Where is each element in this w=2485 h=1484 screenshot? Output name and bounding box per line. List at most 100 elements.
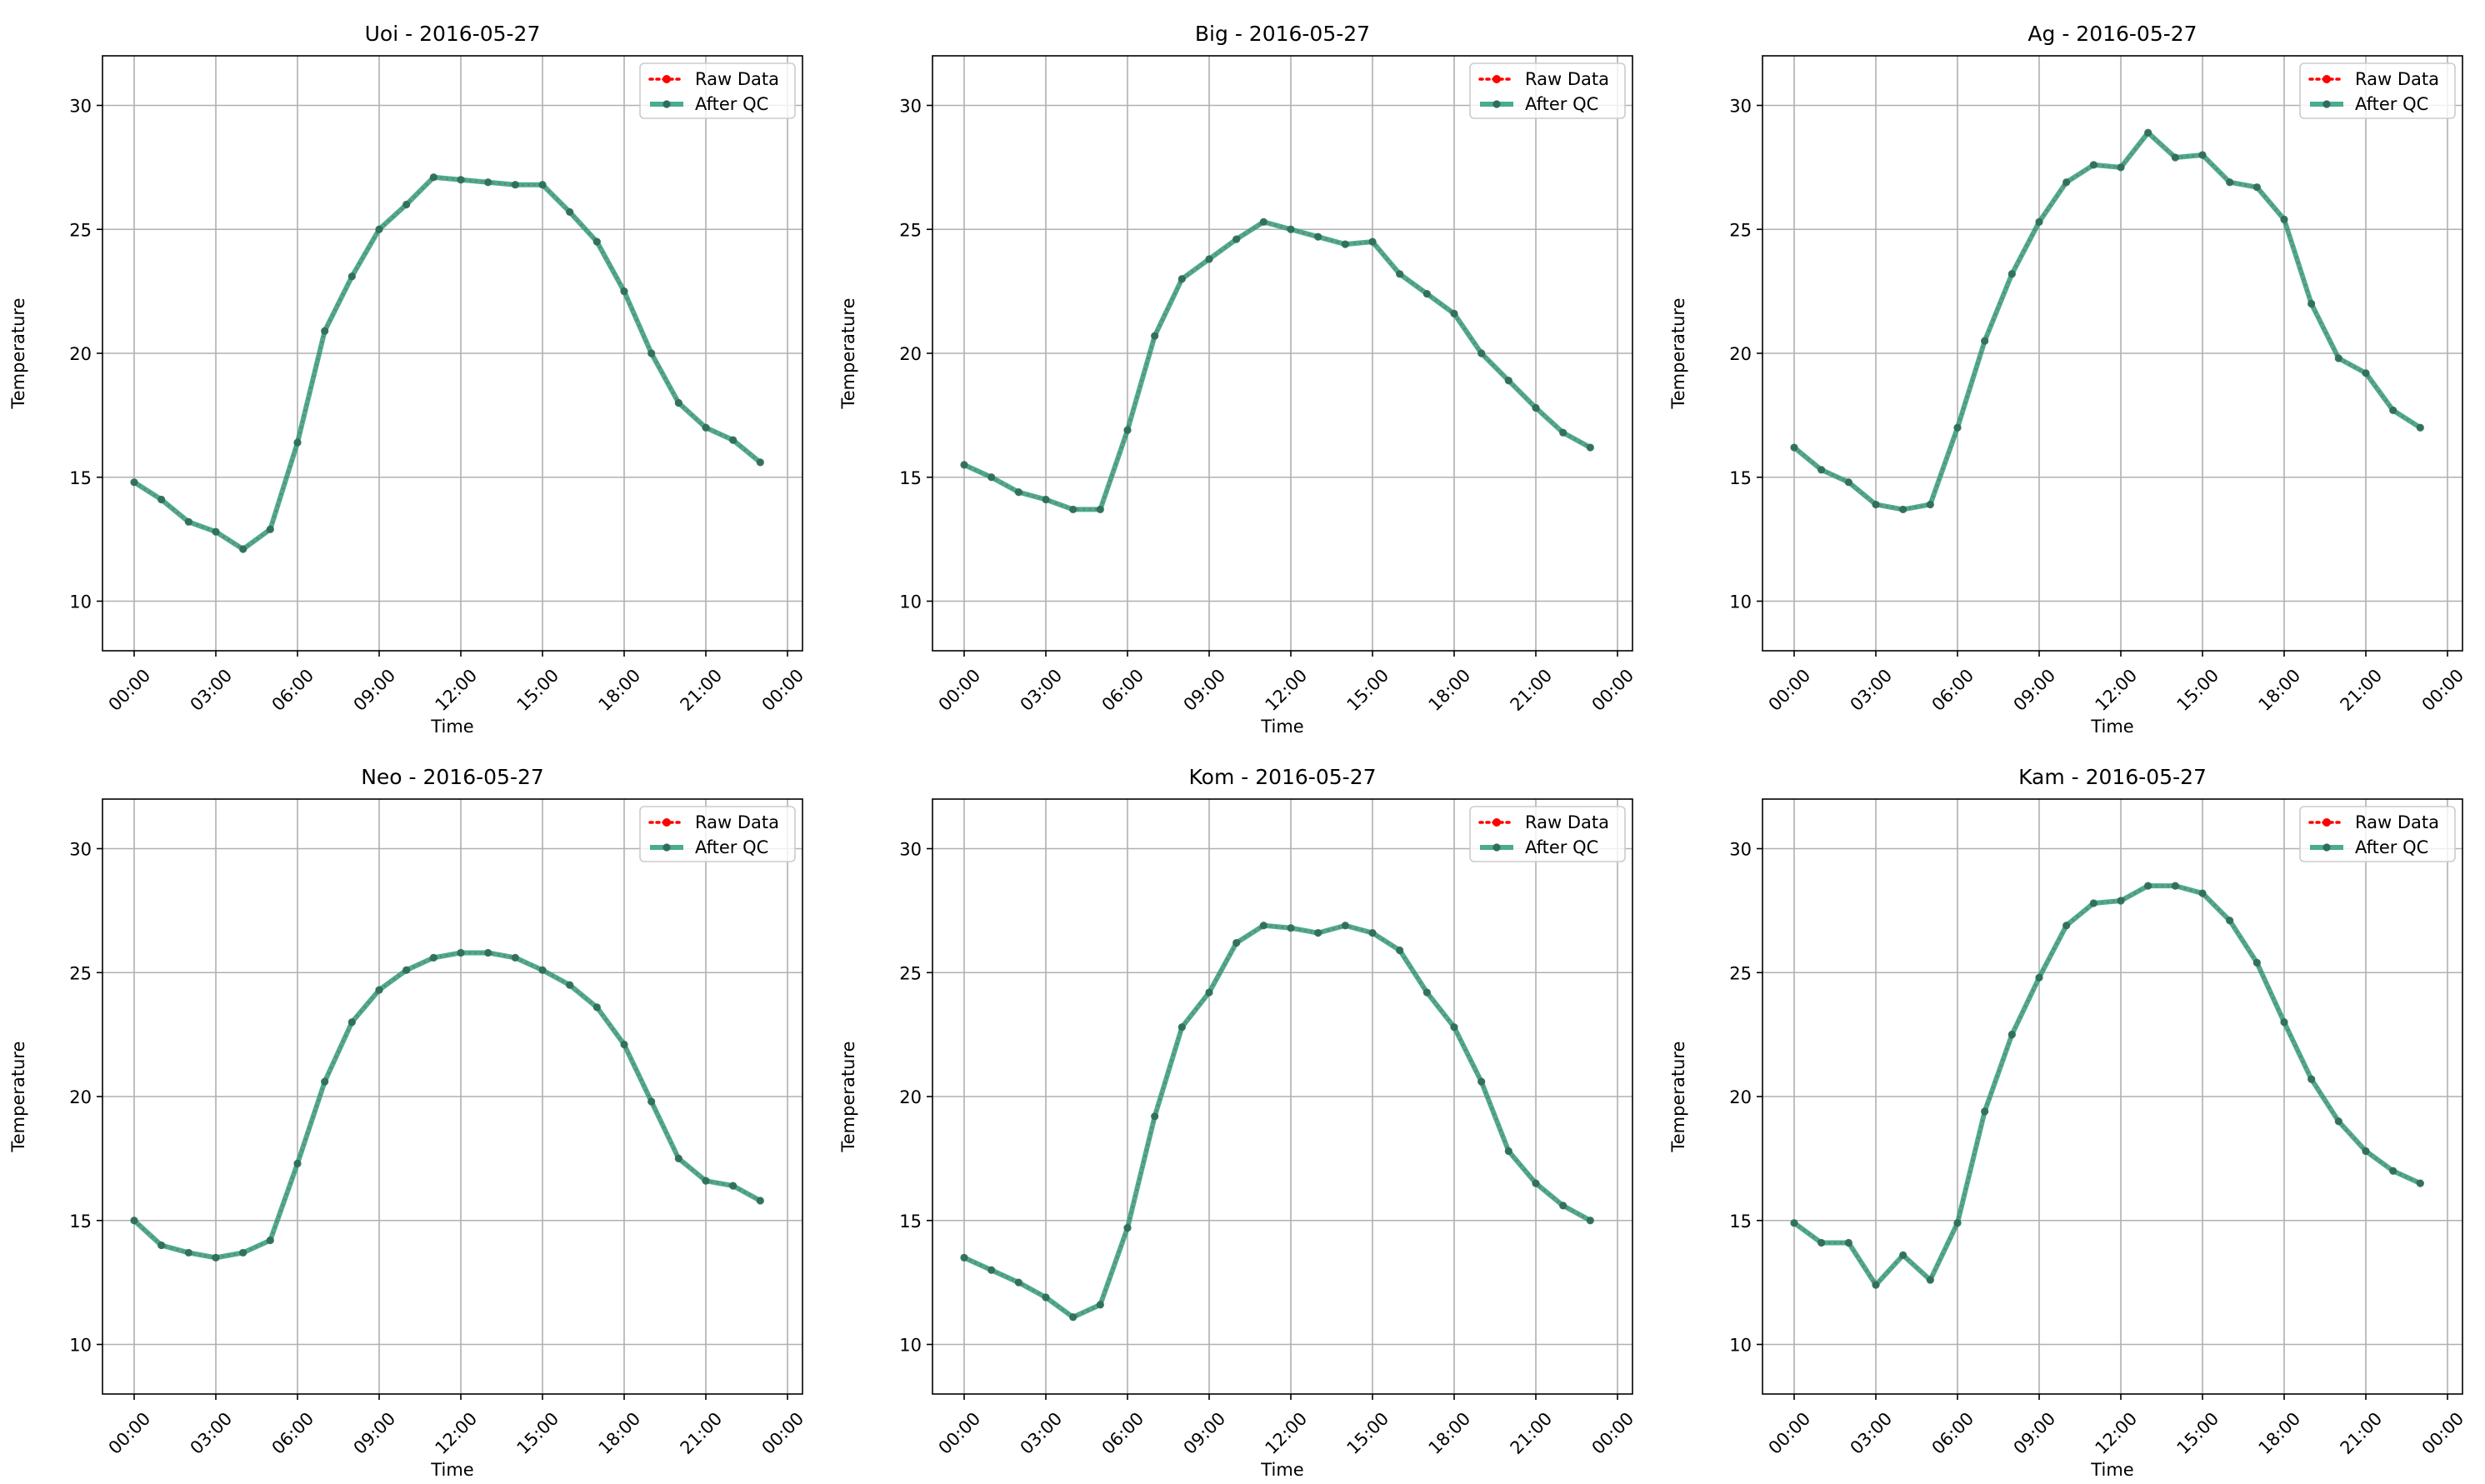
point-after-qc bbox=[566, 981, 574, 989]
point-after-qc bbox=[402, 966, 411, 974]
y-tick-label: 25 bbox=[899, 220, 922, 240]
point-after-qc bbox=[1396, 270, 1404, 278]
legend-swatch-raw-marker bbox=[662, 75, 671, 83]
subplot-title: Kam - 2016-05-27 bbox=[2018, 765, 2207, 789]
x-tick-label: 09:00 bbox=[1180, 665, 1230, 715]
y-tick-label: 30 bbox=[899, 97, 922, 117]
point-after-qc bbox=[1450, 1023, 1458, 1032]
x-tick-label: 09:00 bbox=[350, 1408, 400, 1458]
x-tick-label: 12:00 bbox=[1262, 665, 1312, 715]
point-after-qc bbox=[484, 178, 492, 187]
x-tick-label: 00:00 bbox=[758, 665, 808, 715]
y-tick-label: 25 bbox=[1729, 963, 1752, 983]
point-after-qc bbox=[1042, 495, 1050, 504]
point-after-qc bbox=[1341, 922, 1349, 930]
y-tick-label: 30 bbox=[69, 97, 92, 117]
subplot-title: Ag - 2016-05-27 bbox=[2028, 22, 2197, 46]
point-after-qc bbox=[1586, 443, 1594, 452]
point-after-qc bbox=[158, 1241, 166, 1250]
point-after-qc bbox=[2198, 151, 2207, 159]
point-after-qc bbox=[212, 1253, 220, 1262]
point-after-qc bbox=[702, 423, 710, 432]
point-after-qc bbox=[457, 948, 465, 957]
y-tick-label: 20 bbox=[69, 1087, 92, 1107]
legend-label-raw: Raw Data bbox=[1525, 69, 1609, 89]
point-after-qc bbox=[2389, 406, 2398, 415]
point-after-qc bbox=[1532, 403, 1540, 412]
y-tick-label: 10 bbox=[899, 592, 922, 612]
point-after-qc bbox=[960, 1253, 968, 1262]
point-after-qc bbox=[1478, 349, 1486, 357]
point-after-qc bbox=[988, 1266, 996, 1274]
x-tick-label: 09:00 bbox=[2010, 665, 2060, 715]
legend-swatch-qc-marker bbox=[662, 843, 671, 852]
point-after-qc bbox=[538, 966, 547, 974]
point-after-qc bbox=[130, 478, 138, 487]
x-tick-label: 00:00 bbox=[935, 665, 985, 715]
point-after-qc bbox=[1123, 426, 1132, 434]
x-tick-label: 00:00 bbox=[758, 1408, 808, 1458]
y-tick-label: 15 bbox=[899, 1212, 922, 1232]
series-line-after-qc bbox=[132, 174, 763, 552]
point-after-qc bbox=[1559, 1202, 1568, 1210]
point-after-qc bbox=[375, 225, 383, 233]
legend-label-qc: After QC bbox=[695, 94, 768, 114]
point-after-qc bbox=[1953, 423, 1962, 432]
x-tick-label: 15:00 bbox=[1343, 665, 1393, 715]
point-after-qc bbox=[1205, 988, 1213, 997]
point-after-qc bbox=[620, 1040, 628, 1049]
x-tick-label: 03:00 bbox=[187, 665, 237, 715]
y-tick-label: 10 bbox=[69, 592, 92, 612]
x-tick-label: 21:00 bbox=[1507, 665, 1557, 715]
y-tick-label: 15 bbox=[69, 468, 92, 488]
y-tick-label: 30 bbox=[1729, 840, 1752, 860]
point-after-qc bbox=[239, 1248, 248, 1257]
point-after-qc bbox=[239, 545, 248, 553]
point-after-qc bbox=[1232, 235, 1241, 243]
x-tick-label: 09:00 bbox=[350, 665, 400, 715]
x-tick-label: 12:00 bbox=[1262, 1408, 1312, 1458]
x-tick-label: 03:00 bbox=[1847, 665, 1897, 715]
x-tick-label: 00:00 bbox=[2418, 665, 2468, 715]
point-after-qc bbox=[266, 525, 274, 533]
point-after-qc bbox=[184, 1248, 192, 1257]
point-after-qc bbox=[457, 176, 465, 184]
point-after-qc bbox=[1478, 1077, 1486, 1086]
point-after-qc bbox=[2416, 1179, 2424, 1187]
point-after-qc bbox=[2280, 1018, 2288, 1027]
point-after-qc bbox=[2226, 917, 2234, 925]
y-tick-label: 25 bbox=[69, 963, 92, 983]
y-axis-label: Temperature bbox=[1668, 297, 1688, 409]
x-tick-label: 21:00 bbox=[2337, 665, 2387, 715]
series-line-after-qc bbox=[962, 922, 1593, 1320]
point-after-qc bbox=[1559, 428, 1568, 437]
point-after-qc bbox=[1450, 309, 1458, 317]
y-axis-label: Temperature bbox=[8, 297, 28, 409]
legend-swatch-raw-marker bbox=[2322, 818, 2331, 827]
point-after-qc bbox=[1818, 466, 1826, 474]
point-after-qc bbox=[756, 1197, 764, 1205]
x-tick-label: 15:00 bbox=[513, 1408, 563, 1458]
y-tick-label: 30 bbox=[899, 840, 922, 860]
y-axis-label: Temperature bbox=[838, 297, 858, 409]
x-tick-label: 03:00 bbox=[1017, 1408, 1067, 1458]
legend-swatch-qc-marker bbox=[2322, 843, 2331, 852]
y-axis-label: Temperature bbox=[1668, 1041, 1688, 1152]
point-after-qc bbox=[321, 327, 329, 335]
point-after-qc bbox=[2062, 178, 2071, 187]
point-after-qc bbox=[592, 237, 601, 246]
x-tick-label: 00:00 bbox=[105, 1408, 155, 1458]
x-tick-label: 15:00 bbox=[1343, 1408, 1393, 1458]
subplot-title: Uoi - 2016-05-27 bbox=[365, 22, 541, 46]
x-tick-label: 06:00 bbox=[268, 1408, 318, 1458]
point-after-qc bbox=[511, 181, 519, 189]
point-after-qc bbox=[293, 1159, 302, 1167]
x-tick-label: 18:00 bbox=[1425, 1408, 1475, 1458]
legend-label-qc: After QC bbox=[2355, 94, 2428, 114]
point-after-qc bbox=[1926, 1276, 1934, 1284]
point-after-qc bbox=[1586, 1217, 1594, 1225]
point-after-qc bbox=[348, 1018, 356, 1027]
legend-swatch-raw-marker bbox=[1492, 75, 1501, 83]
